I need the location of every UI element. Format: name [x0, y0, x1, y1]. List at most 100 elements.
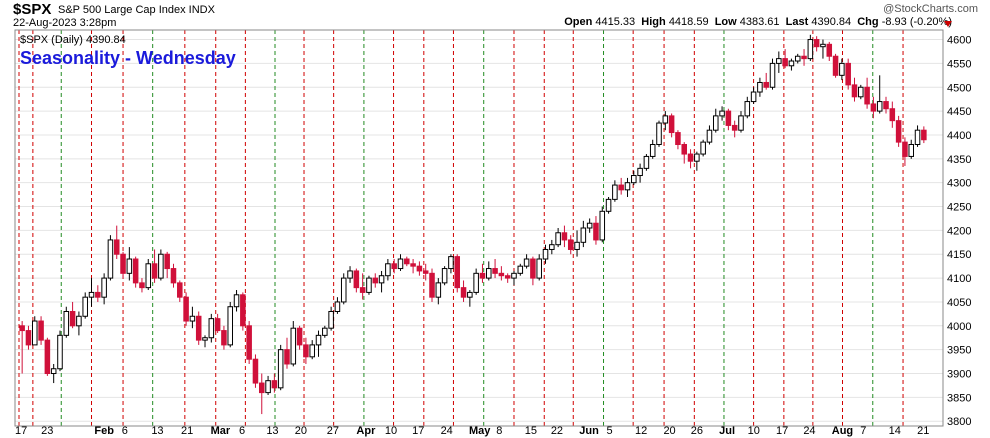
y-tick-label: 4450 — [947, 106, 971, 118]
y-tick-label: 3800 — [947, 416, 971, 428]
candle-down — [372, 277, 379, 284]
candle-down — [25, 330, 32, 346]
candle-down — [851, 84, 858, 98]
candle-down — [492, 268, 498, 274]
candle-down — [883, 101, 889, 110]
candle-down — [240, 294, 246, 327]
candle-up — [624, 182, 631, 191]
candle-up — [858, 86, 864, 98]
candle-down — [410, 263, 416, 267]
y-tick-label: 4350 — [947, 154, 971, 166]
y-tick-label: 4300 — [947, 178, 971, 190]
y-tick-label: 4500 — [947, 82, 971, 94]
x-tick-label: 21 — [181, 425, 193, 437]
seasonality-lines — [18, 30, 904, 426]
candle-down — [826, 43, 833, 57]
candle-up — [549, 244, 555, 250]
candle-up — [208, 318, 215, 339]
candle-up — [145, 263, 152, 289]
candle-down — [177, 282, 183, 298]
candle-up — [605, 198, 612, 212]
candle-up — [328, 310, 334, 329]
candle-down — [19, 325, 25, 332]
candle-up — [719, 110, 725, 117]
x-tick-label: 14 — [889, 425, 901, 437]
candle-up — [757, 81, 763, 93]
candle-up — [580, 227, 587, 243]
candle-up — [290, 327, 297, 365]
candle-up — [309, 344, 315, 358]
candle-down — [668, 115, 675, 134]
candle-up — [794, 55, 801, 62]
candle-up — [485, 268, 492, 279]
high-value: 4418.59 — [668, 16, 709, 28]
y-tick-label: 4200 — [947, 225, 971, 237]
x-tick-label: 6 — [122, 425, 128, 437]
candle-down — [359, 287, 366, 293]
candle-down — [479, 272, 486, 279]
x-tick-label: 12 — [635, 425, 647, 437]
chart-title: Seasonality - Wednesday — [20, 48, 236, 68]
candle-up — [637, 167, 643, 177]
candle-up — [536, 258, 542, 279]
y-tick-label: 4250 — [947, 202, 971, 214]
candle-up — [820, 43, 826, 48]
candle-up — [738, 115, 744, 131]
candle-down — [498, 272, 505, 277]
candle-down — [530, 258, 536, 279]
candle-down — [132, 258, 139, 284]
y-tick-label: 4050 — [947, 297, 971, 309]
candle-up — [435, 282, 442, 298]
candle-up — [807, 39, 814, 60]
candle-down — [832, 55, 839, 76]
candle-down — [895, 120, 902, 143]
candle-down — [731, 124, 738, 131]
candle-up — [347, 270, 353, 279]
candle-up — [643, 155, 650, 169]
candle-up — [315, 334, 322, 346]
candle-up — [914, 129, 921, 146]
candle-up — [712, 115, 719, 131]
candle-up — [694, 153, 700, 162]
candle-up — [776, 58, 782, 64]
candle-down — [504, 275, 511, 279]
x-tick-label: Jun — [579, 425, 599, 437]
x-tick-label: 17 — [412, 425, 424, 437]
down-arrow-icon — [944, 21, 952, 27]
x-tick-label: 13 — [266, 425, 278, 437]
brand-watermark: @StockCharts.com — [883, 3, 978, 15]
candle-up — [612, 184, 618, 200]
symbol-description: S&P 500 Large Cap Index INDX — [58, 4, 215, 16]
candle-down — [151, 263, 158, 279]
chart-header: $SPX S&P 500 Large Cap Index INDX 22-Aug… — [0, 0, 990, 30]
candle-up — [334, 301, 341, 312]
open-value: 4415.33 — [595, 16, 636, 28]
candle-up — [385, 263, 391, 277]
candle-up — [706, 129, 713, 143]
candle-down — [416, 265, 423, 272]
candle-down — [195, 315, 202, 341]
candle-up — [31, 320, 38, 346]
candle-down — [214, 318, 221, 332]
x-tick-label: 10 — [385, 425, 397, 437]
candle-down — [296, 327, 303, 346]
candle-up — [107, 239, 114, 279]
candle-down — [69, 310, 76, 327]
candle-down — [681, 144, 688, 155]
candle-up — [82, 296, 88, 317]
candle-up — [511, 272, 517, 279]
candle-down — [113, 239, 120, 255]
y-tick-label: 4150 — [947, 249, 971, 261]
candle-up — [542, 248, 549, 260]
candle-up — [189, 315, 196, 322]
candle-down — [183, 296, 189, 322]
candle-down — [845, 62, 851, 86]
candle-down — [813, 39, 820, 48]
candle-down — [675, 132, 681, 146]
candle-down — [567, 239, 574, 250]
candle-down — [460, 287, 467, 298]
chart-legend: $SPX (Daily) 4390.84 — [20, 34, 126, 46]
candles — [19, 34, 927, 415]
candle-up — [631, 175, 637, 184]
y-tick-label: 4600 — [947, 35, 971, 47]
